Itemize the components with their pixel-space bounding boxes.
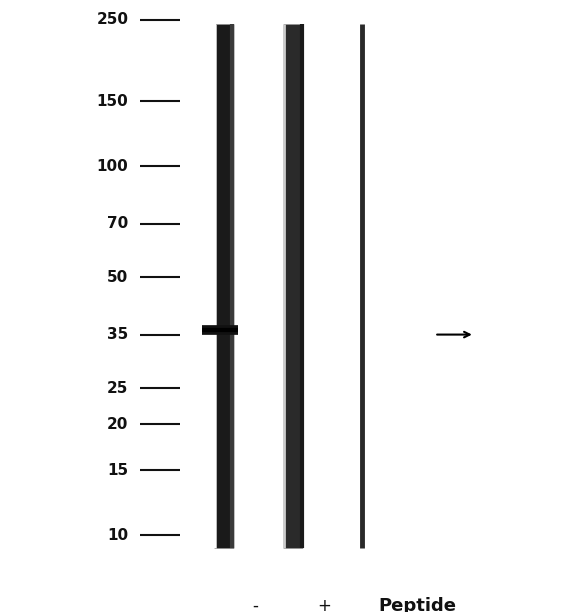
Text: 100: 100	[97, 159, 128, 174]
Text: 70: 70	[107, 216, 128, 231]
Text: 50: 50	[107, 270, 128, 285]
Text: 15: 15	[107, 463, 128, 478]
Text: Peptide: Peptide	[378, 597, 456, 612]
Text: 250: 250	[96, 12, 128, 27]
Text: 150: 150	[97, 94, 128, 109]
Text: 25: 25	[107, 381, 128, 396]
Text: 20: 20	[107, 417, 128, 431]
Text: 10: 10	[107, 528, 128, 543]
Text: 35: 35	[107, 327, 128, 342]
Text: -: -	[252, 597, 258, 612]
Text: +: +	[318, 597, 332, 612]
